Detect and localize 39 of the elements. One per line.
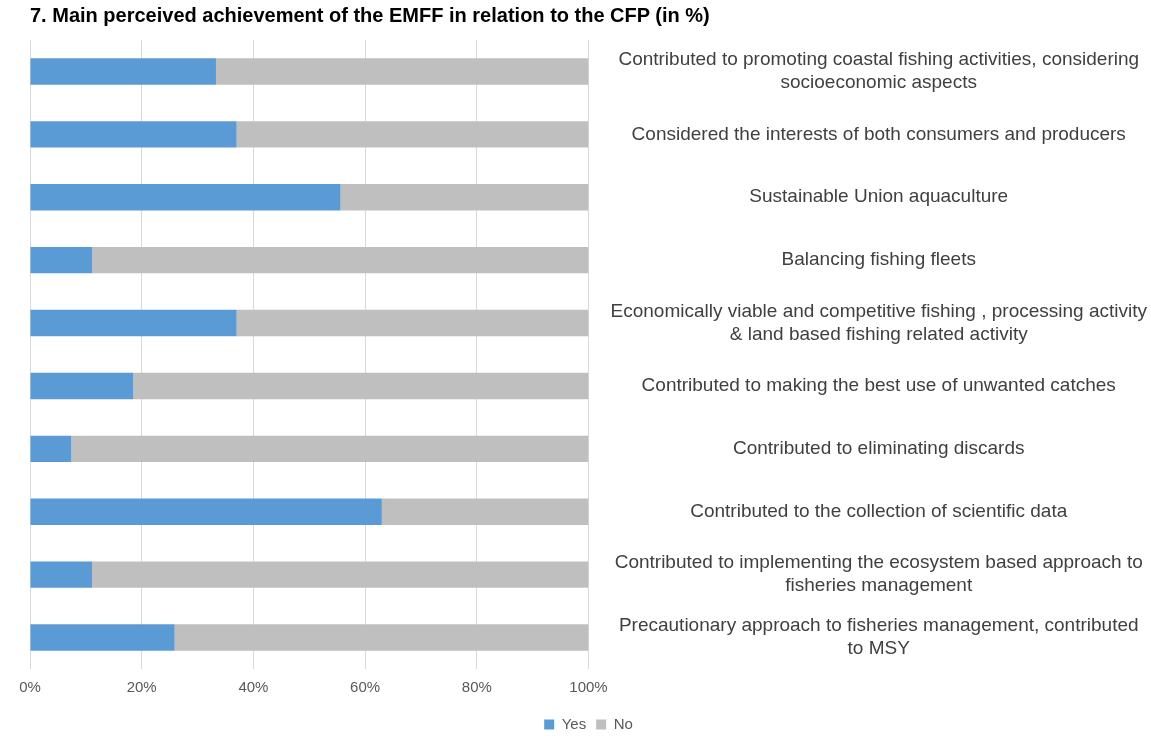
- y-tick-label: Precautionary approach to fisheries management, contributed to MSY: [618, 614, 1139, 659]
- bar: [30, 121, 237, 148]
- bar: [30, 58, 216, 85]
- bar: [71, 435, 589, 463]
- bar: [215, 58, 589, 85]
- chart-title: 7. Main perceived achievement of the EMFF in relation to the CFP (in %): [30, 3, 710, 26]
- bar: [236, 309, 589, 337]
- y-tick-label: Balancing fishing fleets: [781, 248, 976, 270]
- x-tick-label: 60%: [350, 678, 381, 696]
- x-tick-label: 80%: [461, 678, 492, 696]
- y-tick-label: Contributed to the collection of scientific data: [690, 499, 1068, 521]
- bar: [91, 561, 589, 588]
- bar: [30, 246, 92, 274]
- legend-label: No: [613, 714, 633, 732]
- bar: [30, 372, 134, 400]
- y-tick-label: Contributed to implementing the ecosystem based approach to fisheries management: [614, 551, 1143, 596]
- y-tick-label: Contributed to eliminating discards: [732, 437, 1025, 459]
- x-tick-label: 0%: [19, 678, 41, 696]
- bar: [133, 372, 589, 400]
- bar: [30, 561, 92, 588]
- bar: [381, 498, 589, 525]
- y-tick-label: Economically viable and competitive fishing , processing activity & land based fishing related activity: [610, 299, 1148, 344]
- bar: [91, 246, 589, 274]
- bar: [236, 121, 589, 148]
- x-tick-label: 100%: [569, 678, 608, 696]
- bar: [30, 435, 72, 463]
- bar: [174, 624, 589, 651]
- legend-label: Yes: [561, 714, 587, 732]
- y-tick-label: Considered the interests of both consumers and producers: [631, 122, 1126, 144]
- bar: [340, 184, 589, 211]
- bar: [30, 498, 382, 525]
- bar: [30, 309, 237, 337]
- bar: [30, 184, 341, 211]
- bar: [30, 624, 175, 651]
- x-tick-label: 20%: [126, 678, 157, 696]
- y-tick-label: Contributed to promoting coastal fishing activities, considering socioeconomic aspects: [618, 48, 1140, 93]
- y-tick-label: Sustainable Union aquaculture: [749, 185, 1009, 207]
- x-tick-label: 40%: [238, 678, 269, 696]
- y-tick-label: Contributed to making the best use of unwanted catches: [641, 374, 1116, 396]
